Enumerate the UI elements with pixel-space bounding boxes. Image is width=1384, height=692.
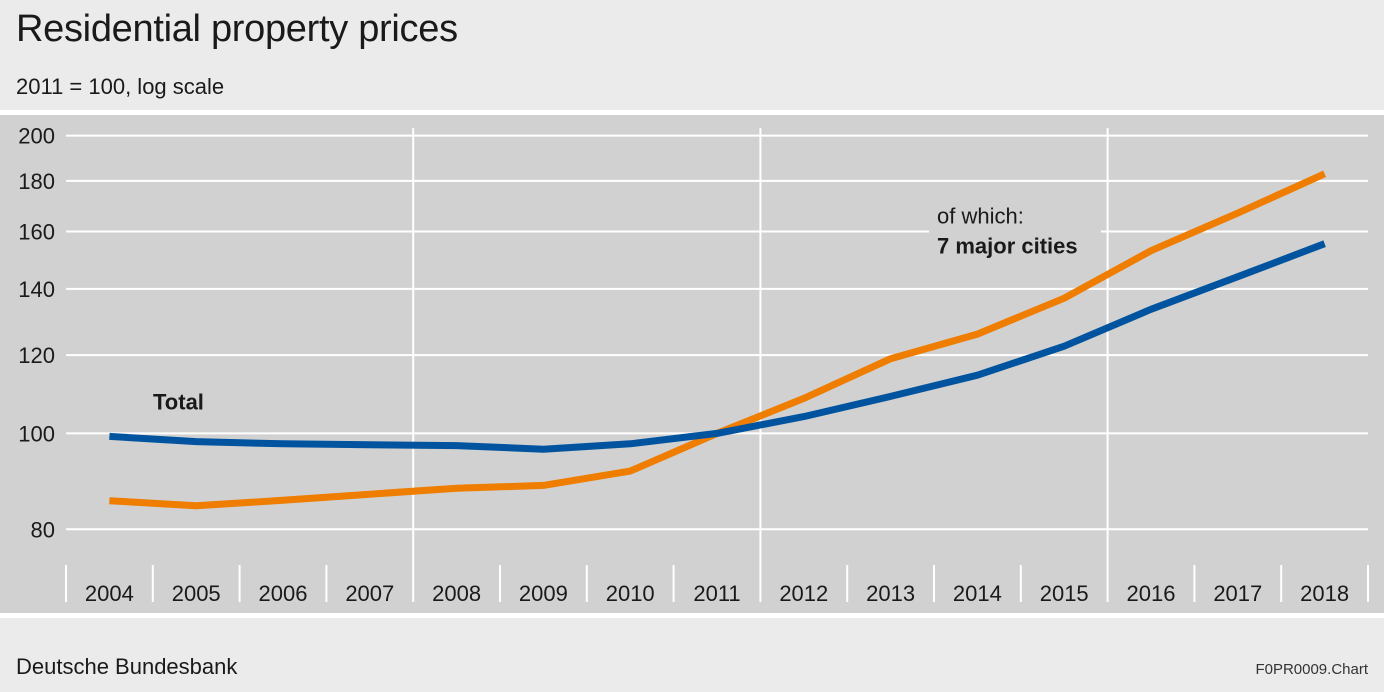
series-label-major-cities: 7 major cities xyxy=(937,234,1078,259)
y-tick-label: 160 xyxy=(18,219,55,244)
x-tick-label: 2010 xyxy=(606,581,655,606)
x-tick-label: 2011 xyxy=(693,581,740,606)
series-line xyxy=(109,170,1327,510)
series-label-prefix: of which: xyxy=(937,204,1024,229)
y-tick-label: 120 xyxy=(18,343,55,368)
x-tick-label: 2017 xyxy=(1213,581,1262,606)
y-tick-label: 140 xyxy=(18,277,55,302)
y-tick-label: 180 xyxy=(18,169,55,194)
series-line xyxy=(109,240,1326,453)
y-tick-label: 200 xyxy=(18,124,55,149)
chart-subtitle: 2011 = 100, log scale xyxy=(16,74,225,99)
y-tick-label: 100 xyxy=(18,421,55,446)
line-chart: 80 100 120 140 160 180 200 2004 2005 2006 2007 2008… xyxy=(18,124,1369,606)
source-label: Deutsche Bundesbank xyxy=(16,654,238,679)
series-label-background xyxy=(929,199,1101,262)
series-label-total: Total xyxy=(153,389,204,414)
x-tick-label: 2005 xyxy=(172,581,221,606)
x-tick-label: 2008 xyxy=(432,581,481,606)
x-tick-label: 2014 xyxy=(953,581,1002,606)
x-tick-label: 2006 xyxy=(259,581,308,606)
x-tick-label: 2013 xyxy=(866,581,915,606)
chart-title: Residential property prices xyxy=(16,8,458,50)
x-tick-label: 2007 xyxy=(345,581,394,606)
x-tick-label: 2009 xyxy=(519,581,568,606)
x-tick-label: 2015 xyxy=(1040,581,1089,606)
x-tick-label: 2018 xyxy=(1300,581,1349,606)
y-tick-label: 80 xyxy=(31,517,55,542)
x-tick-label: 2016 xyxy=(1127,581,1176,606)
plot-area-background xyxy=(0,110,1384,618)
x-tick-label: 2012 xyxy=(779,581,828,606)
chart-id-label: F0PR0009.Chart xyxy=(1255,661,1368,678)
x-tick-label: 2004 xyxy=(85,581,134,606)
